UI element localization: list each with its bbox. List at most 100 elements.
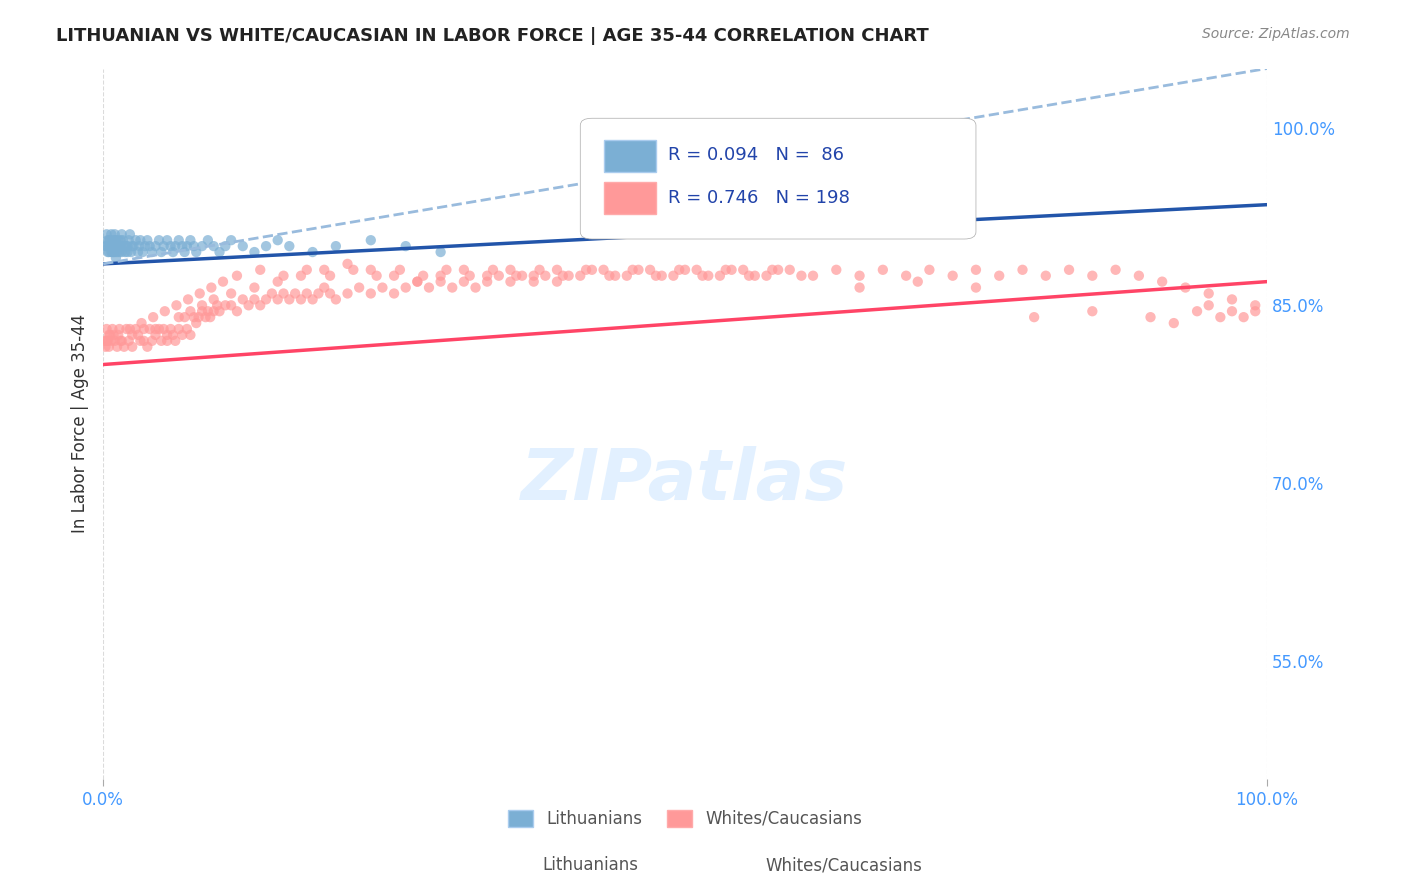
Point: [111, 233, 134, 247]
Point: [162, 327, 184, 342]
Point: [104, 233, 127, 247]
Point: [249, 298, 271, 312]
Point: [191, 304, 214, 318]
Point: [336, 286, 359, 301]
Point: [96, 334, 118, 348]
Point: [645, 268, 668, 283]
Point: [295, 262, 318, 277]
Point: [172, 327, 194, 342]
Point: [720, 262, 742, 277]
Point: [1081, 268, 1104, 283]
Point: [134, 239, 156, 253]
Point: [499, 262, 522, 277]
Point: [523, 268, 546, 283]
Point: [186, 316, 208, 330]
Legend: Lithuanians, Whites/Caucasians: Lithuanians, Whites/Caucasians: [501, 803, 869, 835]
Point: [105, 245, 128, 260]
Point: [187, 310, 209, 325]
Point: [107, 233, 129, 247]
Point: [1185, 304, 1208, 318]
Point: [1163, 316, 1185, 330]
Point: [475, 275, 498, 289]
Point: [307, 286, 329, 301]
Point: [214, 298, 236, 312]
Point: [111, 334, 134, 348]
Point: [118, 322, 141, 336]
Point: [101, 245, 124, 260]
Point: [148, 322, 170, 336]
Point: [575, 262, 598, 277]
Point: [162, 245, 184, 260]
Point: [104, 245, 127, 260]
Point: [179, 233, 201, 247]
Point: [458, 268, 481, 283]
Point: [97, 245, 120, 260]
Point: [96, 227, 118, 242]
Point: [598, 268, 620, 283]
Point: [145, 327, 167, 342]
Point: [267, 275, 290, 289]
Point: [219, 286, 242, 301]
Point: [347, 280, 370, 294]
Point: [406, 275, 429, 289]
Point: [429, 275, 451, 289]
Point: [186, 245, 208, 260]
Point: [581, 262, 603, 277]
Point: [761, 262, 783, 277]
Point: [129, 233, 152, 247]
Point: [668, 262, 690, 277]
Point: [103, 327, 125, 342]
Point: [107, 327, 129, 342]
Point: [243, 280, 266, 294]
Point: [179, 327, 201, 342]
Text: Whites/Caucasians: Whites/Caucasians: [765, 856, 922, 874]
Point: [314, 280, 336, 294]
Point: [1198, 298, 1220, 312]
Point: [125, 322, 148, 336]
FancyBboxPatch shape: [603, 182, 657, 214]
Point: [325, 239, 347, 253]
Point: [153, 304, 176, 318]
Point: [176, 239, 198, 253]
Point: [145, 322, 167, 336]
Point: [125, 233, 148, 247]
Point: [122, 239, 145, 253]
Point: [412, 268, 434, 283]
Point: [965, 262, 987, 277]
Point: [284, 286, 307, 301]
Point: [136, 233, 159, 247]
Point: [488, 268, 510, 283]
Point: [825, 262, 848, 277]
Point: [546, 275, 568, 289]
Point: [156, 327, 179, 342]
Point: [183, 310, 205, 325]
Point: [148, 233, 170, 247]
Point: [1057, 262, 1080, 277]
Point: [278, 239, 301, 253]
Point: [766, 262, 789, 277]
Point: [103, 245, 125, 260]
Point: [96, 322, 118, 336]
Point: [98, 233, 121, 247]
Point: [382, 268, 405, 283]
Point: [1035, 268, 1057, 283]
Point: [464, 280, 486, 294]
Text: LITHUANIAN VS WHITE/CAUCASIAN IN LABOR FORCE | AGE 35-44 CORRELATION CHART: LITHUANIAN VS WHITE/CAUCASIAN IN LABOR F…: [56, 27, 929, 45]
Point: [1139, 310, 1161, 325]
Point: [499, 275, 522, 289]
Point: [183, 239, 205, 253]
Point: [738, 268, 761, 283]
Point: [97, 334, 120, 348]
Point: [141, 245, 163, 260]
Point: [112, 239, 135, 253]
Point: [1104, 262, 1126, 277]
Point: [111, 245, 134, 260]
Point: [1024, 310, 1046, 325]
Point: [138, 239, 160, 253]
Point: [103, 239, 125, 253]
Point: [360, 262, 382, 277]
Point: [108, 322, 131, 336]
Point: [105, 239, 128, 253]
Point: [388, 262, 411, 277]
Point: [336, 257, 359, 271]
